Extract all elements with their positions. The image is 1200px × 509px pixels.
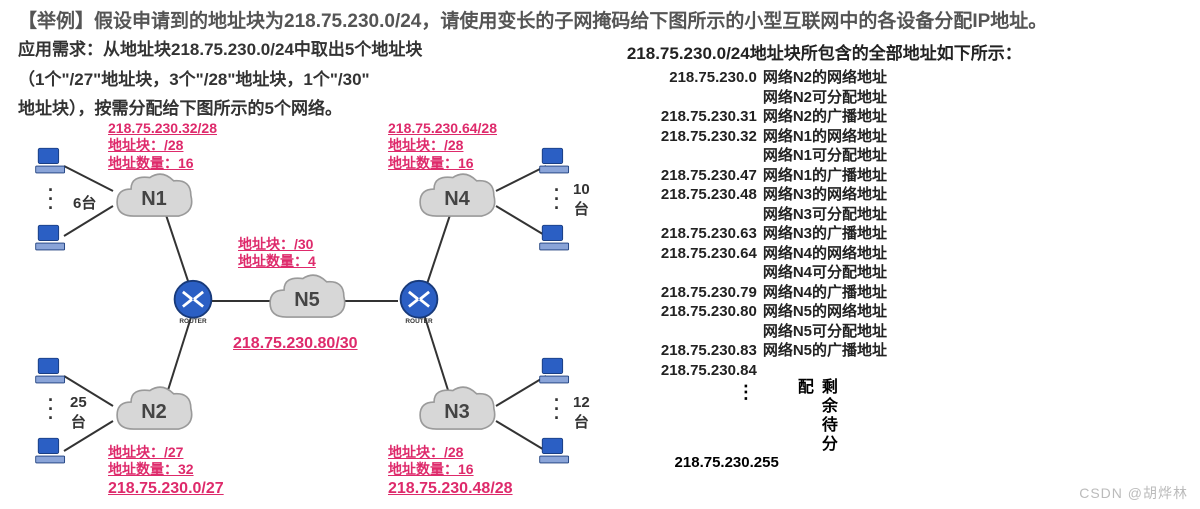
pc-icon	[34, 434, 68, 468]
svg-text:ROUTER: ROUTER	[179, 318, 207, 325]
pc-icon	[538, 354, 572, 388]
pc-icon	[538, 144, 572, 178]
pc-icon	[34, 354, 68, 388]
left-column: 应用需求：从地址块218.75.230.0/24中取出5个地址块 （1个"/27…	[18, 37, 613, 506]
svg-text:ROUTER: ROUTER	[405, 318, 433, 325]
address-row: 网络N3可分配地址	[627, 205, 893, 225]
dots-icon: ···	[554, 396, 560, 423]
cloud-n3: N3	[416, 384, 498, 442]
address-row: 218.75.230.32网络N1的网络地址	[627, 127, 893, 147]
annot-n4: 218.75.230.64/28地址块：/28地址数量：16	[388, 120, 497, 173]
cloud-n2: N2	[113, 384, 195, 442]
annot-n5b: 218.75.230.80/30	[233, 334, 358, 354]
router-icon: ROUTER	[170, 279, 216, 325]
pc-icon	[34, 144, 68, 178]
host-count-n4: 10台	[573, 181, 590, 219]
pc-icon	[34, 221, 68, 255]
address-row: 218.75.230.47网络N1的广播地址	[627, 166, 893, 186]
right-column: 218.75.230.0/24地址块所包含的全部地址如下所示： 218.75.2…	[613, 37, 1182, 506]
network-diagram: N1 N4 N5 N2 N3 ROUTER RO	[18, 126, 608, 506]
address-list-title: 218.75.230.0/24地址块所包含的全部地址如下所示：	[627, 39, 1182, 64]
address-row: 218.75.230.48网络N3的网络地址	[627, 185, 893, 205]
address-row: 网络N4可分配地址	[627, 263, 893, 283]
watermark: CSDN @胡烨林	[1079, 483, 1188, 503]
address-table: 218.75.230.0网络N2的网络地址网络N2可分配地址218.75.230…	[627, 68, 893, 380]
dots-icon: ···	[48, 396, 54, 423]
annot-n1: 218.75.230.32/28地址块：/28地址数量：16	[108, 120, 217, 173]
requirement-line: 地址块），按需分配给下图所示的5个网络。	[18, 96, 613, 122]
cloud-n4: N4	[416, 171, 498, 229]
remaining-label: 剩余待分配	[791, 378, 839, 472]
router-icon: ROUTER	[396, 279, 442, 325]
dots-icon: ⋮	[737, 382, 755, 403]
host-count-n2: 25台	[70, 394, 87, 432]
annot-n2: 地址块：/27地址数量：32218.75.230.0/27	[108, 444, 224, 499]
address-row: 218.75.230.83网络N5的广播地址	[627, 341, 893, 361]
dots-icon: ···	[48, 186, 54, 213]
dots-icon: ···	[554, 186, 560, 213]
content-row: 应用需求：从地址块218.75.230.0/24中取出5个地址块 （1个"/27…	[0, 37, 1200, 506]
cloud-n5: N5	[266, 272, 348, 330]
page-title: 【举例】假设申请到的地址块为218.75.230.0/24，请使用变长的子网掩码…	[0, 0, 1200, 37]
address-row: 218.75.230.31网络N2的广播地址	[627, 107, 893, 127]
address-row: 218.75.230.64网络N4的网络地址	[627, 244, 893, 264]
address-row: 网络N1可分配地址	[627, 146, 893, 166]
address-row: 218.75.230.79网络N4的广播地址	[627, 283, 893, 303]
address-row: 218.75.230.63网络N3的广播地址	[627, 224, 893, 244]
annot-n3: 地址块：/28地址数量：16218.75.230.48/28	[388, 444, 513, 499]
host-count-n3: 12台	[573, 394, 590, 432]
pc-icon	[538, 434, 572, 468]
address-row: 218.75.230.84	[627, 361, 893, 381]
requirement-line: 应用需求：从地址块218.75.230.0/24中取出5个地址块	[18, 37, 613, 63]
annot-n5a: 地址块：/30地址数量：4	[238, 236, 316, 271]
address-row: 网络N5可分配地址	[627, 322, 893, 342]
requirement-line: （1个"/27"地址块，3个"/28"地址块，1个"/30"	[18, 67, 613, 93]
cloud-n1: N1	[113, 171, 195, 229]
address-row: 218.75.230.80网络N5的网络地址	[627, 302, 893, 322]
address-row: 218.75.230.0网络N2的网络地址	[627, 68, 893, 88]
last-ip: 218.75.230.255	[649, 454, 779, 471]
host-count-n1: 6台	[73, 192, 96, 213]
address-row: 网络N2可分配地址	[627, 88, 893, 108]
pc-icon	[538, 221, 572, 255]
